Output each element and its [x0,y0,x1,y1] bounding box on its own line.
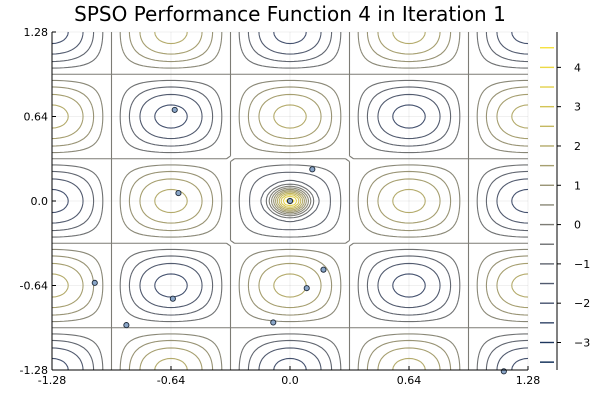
colorbar: 4 3 2 1 0 −1 −2 −3 [540,32,590,370]
contour-line [51,31,529,371]
x-tick-label: 0.64 [397,374,422,387]
contour-line [51,31,529,371]
colorbar-tick-label: 1 [574,179,581,192]
particle-marker [309,166,316,173]
y-tick-label: 0.64 [24,111,49,124]
contour-line [51,31,529,371]
colorbar-tick-label: 0 [574,219,581,232]
contour-line [282,195,298,207]
contour-line [51,31,529,371]
contour-line [51,31,529,371]
axes: -1.28-1.28 -0.64 -0.64 0.0 0.0 0.64 0.64 1.28 1.… [20,26,541,387]
particle-marker [303,285,310,292]
particle-marker [175,190,182,197]
x-tick-label: -0.64 [157,374,185,387]
colorbar-tick-label: −3 [574,336,590,349]
particle-marker [91,279,98,286]
contour-plot [51,31,529,371]
y-tick-label: 1.28 [24,26,49,39]
x-tick-label: 1.28 [516,374,541,387]
particle-marker [286,197,294,205]
contour-line [278,192,302,210]
colorbar-tick-label: 3 [574,101,581,114]
particle-marker [169,295,176,302]
x-tick-label: 0.0 [281,374,299,387]
y-tick-label: -0.64 [20,280,48,293]
contour-line [51,31,529,371]
particle-marker [270,319,277,326]
contour-line [51,31,529,371]
y-tick-label: -1.28 [20,364,48,377]
particle-marker [320,266,327,273]
colorbar-tick-label: −2 [574,297,590,310]
particle-markers [91,106,507,375]
contour-line [51,31,529,371]
chart-title: SPSO Performance Function 4 in Iteration… [74,2,506,26]
x-tick-label: -1.28 [38,374,66,387]
contour-line [52,32,528,370]
y-tick-label: 0.0 [31,195,49,208]
particle-marker [171,106,178,113]
colorbar-tick-label: −1 [574,258,590,271]
colorbar-tick-label: 4 [574,61,581,74]
colorbar-tick-label: 2 [574,140,581,153]
contour-line [280,194,300,208]
particle-marker [123,322,130,329]
